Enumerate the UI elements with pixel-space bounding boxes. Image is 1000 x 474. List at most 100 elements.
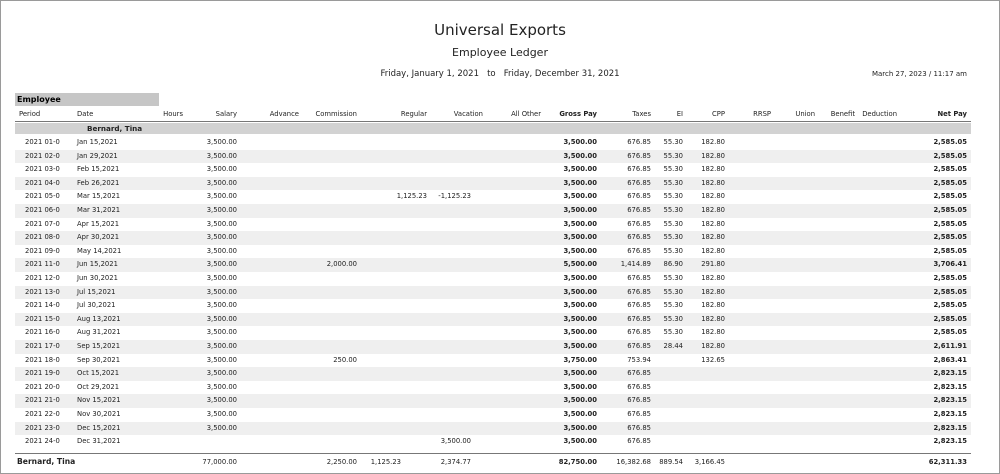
cell-net-pay: 2,585.05 [933,233,967,242]
cell-ei: 55.30 [663,206,683,214]
table-row: 2021 20-0 Oct 29,2021 3,500.00 3,500.00 676.… [15,381,971,395]
cell-ei: 55.30 [663,151,683,160]
cell-salary: 3,500.00 [206,342,237,350]
table-row: 2021 06-0 Mar 31,2021 3,500.00 3,500.00 676.… [15,204,971,218]
col-period: Period [19,110,41,118]
cell-ei: 55.30 [663,287,683,296]
cell-date: Nov 30,2021 [77,410,121,418]
cell-period: 2021 11-0 [25,260,60,269]
cell-taxes: 676.85 [627,206,651,214]
cell-net-pay: 2,585.05 [933,206,967,214]
cell-date: Nov 15,2021 [77,396,121,405]
cell-taxes: 676.85 [627,423,651,432]
cell-net-pay: 2,823.15 [933,382,967,391]
cell-net-pay: 2,585.05 [933,151,967,160]
cell-gross-pay: 3,500.00 [563,396,597,405]
cell-cpp: 182.80 [701,165,725,174]
cell-cpp: 182.80 [701,151,725,160]
col-gross-pay: Gross Pay [559,110,597,118]
cell-net-pay: 2,823.15 [933,423,967,432]
total-commission: 2,250.00 [326,458,357,466]
cell-taxes: 753.94 [627,355,651,364]
cell-gross-pay: 3,500.00 [563,233,597,242]
col-regular: Regular [400,110,427,118]
cell-gross-pay: 3,500.00 [563,246,597,255]
cell-salary: 3,500.00 [206,260,237,269]
cell-taxes: 676.85 [627,437,651,446]
cell-commission: 250.00 [333,355,357,364]
cell-ei: 55.30 [663,274,683,282]
cell-date: Oct 29,2021 [77,382,120,391]
table-row: 2021 13-0 Jul 15,2021 3,500.00 3,500.00 676.… [15,285,971,300]
cell-date: Sep 15,2021 [77,342,121,350]
cell-commission: 2,000.00 [326,260,357,269]
cell-salary: 3,500.00 [206,369,237,378]
total-net: 62,311.33 [928,458,967,466]
cell-period: 2021 14-0 [25,301,60,310]
cell-period: 2021 12-0 [25,274,60,282]
cell-period: 2021 16-0 [25,328,60,337]
cell-period: 2021 01-0 [25,138,60,146]
cell-date: Mar 15,2021 [77,192,121,201]
cell-ei: 28.44 [663,342,683,350]
table-row: 2021 14-0 Jul 30,2021 3,500.00 3,500.00 676.… [15,299,971,313]
col-deduction: Deduction [862,110,897,118]
cell-period: 2021 03-0 [25,165,60,174]
group-label: Employee [15,93,159,106]
cell-period: 2021 17-0 [25,342,60,350]
cell-salary: 3,500.00 [206,219,237,228]
cell-cpp: 291.80 [701,260,725,269]
cell-taxes: 676.85 [627,314,651,323]
table-row: 2021 19-0 Oct 15,2021 3,500.00 3,500.00 676.… [15,367,971,381]
cell-ei: 55.30 [663,192,683,201]
cell-date: Apr 30,2021 [77,233,120,242]
cell-salary: 3,500.00 [206,165,237,174]
cell-cpp: 182.80 [701,287,725,296]
cell-ei: 55.30 [663,314,683,323]
cell-taxes: 676.85 [627,287,651,296]
cell-cpp: 182.80 [701,219,725,228]
cell-taxes: 676.85 [627,342,651,350]
cell-vacation: -1,125.23 [438,192,471,201]
cell-cpp: 182.80 [701,192,725,201]
cell-salary: 3,500.00 [206,301,237,310]
cell-gross-pay: 3,500.00 [563,342,597,350]
cell-taxes: 676.85 [627,274,651,282]
col-all-other: All Other [511,110,541,118]
cell-period: 2021 15-0 [25,314,60,323]
col-vacation: Vacation [453,110,483,118]
cell-salary: 3,500.00 [206,423,237,432]
cell-date: Jul 15,2021 [77,287,116,296]
col-taxes: Taxes [632,110,651,118]
cell-net-pay: 2,585.05 [933,246,967,255]
cell-ei: 55.30 [663,138,683,146]
cell-period: 2021 19-0 [25,369,60,378]
col-net-pay: Net Pay [937,110,967,118]
cell-gross-pay: 3,500.00 [563,423,597,432]
table-row: 2021 17-0 Sep 15,2021 3,500.00 3,500.00 676.… [15,340,971,354]
date-range-end: Friday, December 31, 2021 [503,69,620,79]
cell-net-pay: 2,585.05 [933,165,967,174]
cell-taxes: 1,414.89 [620,260,651,269]
cell-gross-pay: 3,500.00 [563,138,597,146]
table-row: 2021 18-0 Sep 30,2021 3,500.00 250.00 3,750.… [15,354,971,368]
table-row: 2021 15-0 Aug 13,2021 3,500.00 3,500.00 676.… [15,312,971,327]
cell-salary: 3,500.00 [206,178,237,187]
cell-ei: 86.90 [663,260,683,269]
cell-gross-pay: 3,500.00 [563,165,597,174]
total-vacation: 2,374.77 [440,458,471,466]
col-cpp: CPP [712,110,725,118]
cell-gross-pay: 3,500.00 [563,369,597,378]
cell-date: Oct 15,2021 [77,369,120,378]
cell-taxes: 676.85 [627,410,651,418]
cell-period: 2021 20-0 [25,382,60,391]
cell-ei: 55.30 [663,165,683,174]
cell-salary: 3,500.00 [206,355,237,364]
cell-period: 2021 21-0 [25,396,60,405]
cell-cpp: 132.65 [701,355,725,364]
table-row: 2021 09-0 May 14,2021 3,500.00 3,500.00 676.… [15,245,971,259]
total-cpp: 3,166.45 [694,458,725,466]
cell-gross-pay: 3,500.00 [563,192,597,201]
col-commission: Commission [315,110,357,118]
